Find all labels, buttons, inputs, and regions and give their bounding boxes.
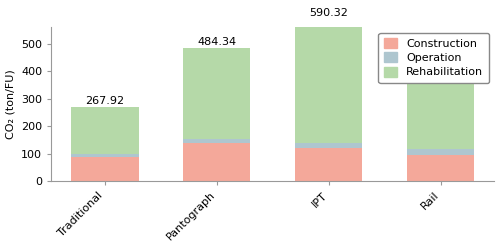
Bar	[184, 139, 250, 143]
Text: 267.92: 267.92	[86, 96, 124, 106]
Text: 590.32: 590.32	[310, 8, 348, 18]
Bar	[184, 48, 250, 139]
Bar	[184, 143, 250, 181]
Bar	[295, 148, 362, 181]
Bar	[295, 143, 362, 148]
Bar	[407, 59, 474, 149]
Bar	[407, 155, 474, 181]
Y-axis label: CO₂ (ton/FU): CO₂ (ton/FU)	[6, 69, 16, 139]
Legend: Construction, Operation, Rehabilitation: Construction, Operation, Rehabilitation	[378, 33, 489, 83]
Text: 446.16: 446.16	[422, 47, 460, 58]
Bar	[72, 154, 138, 157]
Text: 484.34: 484.34	[198, 37, 236, 47]
Bar	[295, 19, 362, 143]
Bar	[72, 157, 138, 181]
Bar	[72, 107, 138, 154]
Bar	[407, 149, 474, 155]
